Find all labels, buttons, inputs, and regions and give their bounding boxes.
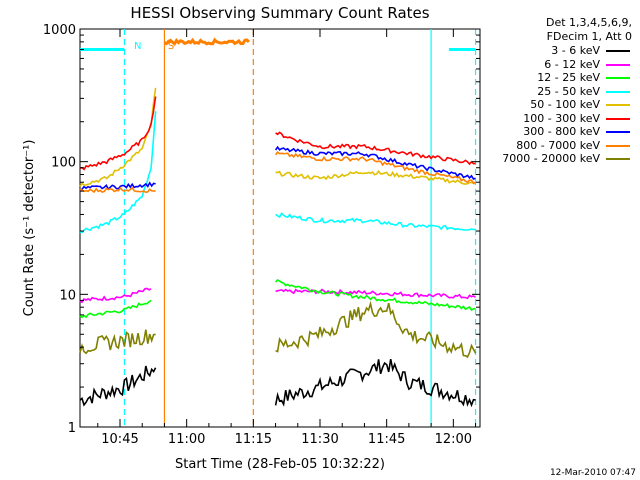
x-tick-label: 10:45: [101, 432, 138, 447]
legend-label: 6 - 12 keV: [544, 57, 600, 71]
legend-label: 50 - 100 keV: [530, 98, 600, 111]
series-line: [275, 279, 476, 312]
x-axis-label: Start Time (28-Feb-05 10:32:22): [175, 457, 385, 472]
legend-label: 300 - 800 keV: [523, 125, 600, 138]
x-tick-label: 12:00: [435, 432, 472, 447]
series-line: [79, 329, 156, 355]
marker-label: N: [134, 41, 141, 52]
y-tick-label: 10: [59, 288, 76, 303]
series-line: [79, 299, 152, 319]
series-line: [79, 287, 152, 304]
legend-swatch: [606, 144, 630, 147]
series-line: [163, 37, 250, 47]
y-axis-label: Count Rate (s⁻¹ detector⁻¹): [22, 140, 37, 317]
plot-frame: [79, 28, 481, 428]
legend-swatch: [606, 158, 630, 160]
series-50-100-kev: [79, 87, 477, 187]
series-line: [275, 169, 477, 185]
legend-swatch: [606, 90, 630, 93]
legend-swatch: [606, 77, 630, 79]
legend-label: 25 - 50 keV: [537, 84, 600, 98]
legend-swatch: [606, 117, 630, 120]
legend-label: 12 - 25 keV: [537, 71, 600, 84]
series-line: [274, 145, 476, 180]
series-line: [79, 186, 156, 194]
x-tick-label: 11:00: [168, 432, 205, 447]
legend-label: 7000 - 20000 keV: [502, 152, 600, 165]
series-6-12-kev: [79, 287, 477, 304]
series-line: [275, 212, 476, 231]
series-line: [79, 111, 157, 234]
y-tick-label: 1000: [43, 23, 76, 38]
y-tick-label: 100: [51, 156, 76, 171]
series-line: [275, 288, 477, 300]
series-line: [275, 300, 477, 359]
series-300-800-kev: [79, 145, 476, 191]
legend-item: 3 - 6 keV: [468, 44, 632, 57]
legend-swatch: [606, 63, 630, 66]
series-7000-20000-kev: [79, 300, 477, 359]
legend-item: 50 - 100 keV: [468, 98, 632, 111]
series-800-7000-kev: [79, 37, 476, 194]
legend-swatch: [606, 131, 630, 133]
series-3-6-kev: [79, 358, 476, 408]
series-line: [79, 365, 157, 407]
footer-date: 12-Mar-2010 07:47: [549, 468, 636, 478]
legend-title-line-2: FDecim 1, Att 0: [546, 30, 632, 43]
legend-item: 800 - 7000 keV: [468, 139, 632, 152]
series-line: [275, 131, 476, 166]
legend-swatch: [606, 50, 630, 52]
legend-title-line-1: Det 1,3,4,5,6,9,: [545, 16, 632, 29]
series-12-25-kev: [79, 279, 476, 319]
series-line: [274, 150, 476, 185]
legend-item: 300 - 800 keV: [468, 125, 632, 138]
x-tick-label: 11:45: [368, 432, 405, 447]
series-100-300-kev: [79, 96, 476, 171]
legend-item: 12 - 25 keV: [468, 71, 632, 84]
legend-item: 100 - 300 keV: [468, 112, 632, 125]
series-25-50-kev: [79, 111, 476, 234]
legend-item: 6 - 12 keV: [468, 58, 632, 71]
y-tick-label: 1: [68, 421, 76, 436]
legend-label: 800 - 7000 keV: [516, 138, 600, 152]
legend-swatch: [606, 104, 630, 106]
chart-title: HESSI Observing Summary Count Rates: [130, 4, 429, 22]
series-line: [79, 87, 157, 187]
series-line: [79, 181, 156, 191]
series-line: [79, 96, 157, 171]
legend-label: 3 - 6 keV: [551, 44, 600, 57]
legend-item: 7000 - 20000 keV: [468, 152, 632, 165]
legend-label: 100 - 300 keV: [523, 111, 600, 125]
legend-item: 25 - 50 keV: [468, 85, 632, 98]
marker-label: S: [168, 41, 174, 52]
series-line: [274, 358, 476, 408]
x-tick-label: 11:30: [301, 432, 338, 447]
x-tick-label: 11:15: [235, 432, 272, 447]
